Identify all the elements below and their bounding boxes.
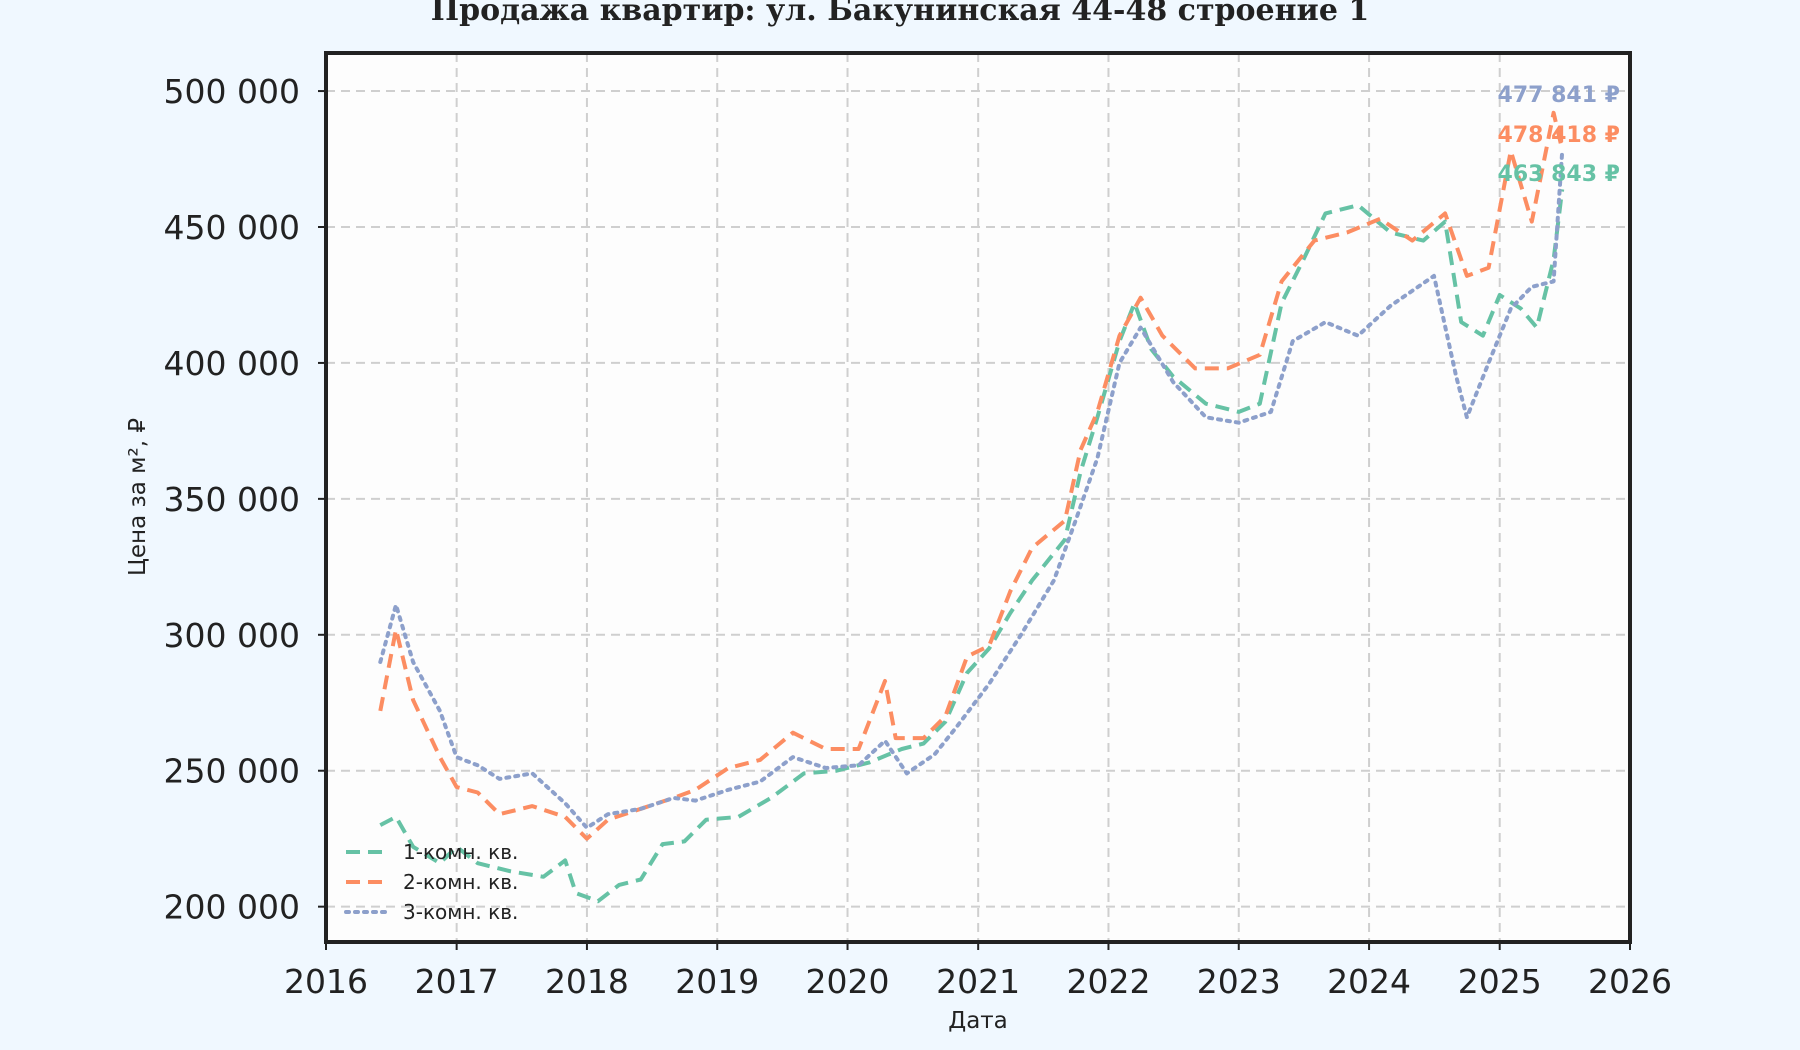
series-end-label-3: 477 841 ₽ bbox=[1498, 83, 1620, 108]
series-line-2 bbox=[378, 110, 1565, 841]
y-tick-label: 200 000 bbox=[164, 888, 300, 927]
y-tick-label: 400 000 bbox=[164, 344, 300, 383]
x-tick-label: 2018 bbox=[545, 962, 629, 1001]
x-tick-label: 2019 bbox=[675, 962, 759, 1001]
y-tick-label: 500 000 bbox=[164, 72, 300, 111]
chart-title: Продажа квартир: ул. Бакунинская 44-48 с… bbox=[431, 0, 1369, 28]
legend-label-1: 1-комн. кв. bbox=[403, 840, 518, 864]
series-end-label-2: 478 418 ₽ bbox=[1498, 123, 1620, 148]
x-tick-label: 2022 bbox=[1066, 962, 1150, 1001]
end-labels: 463 843 ₽ 478 418 ₽ 477 841 ₽ bbox=[1498, 83, 1620, 187]
x-tick-label: 2020 bbox=[806, 962, 890, 1001]
y-tick-label: 350 000 bbox=[164, 480, 300, 519]
series-lines bbox=[378, 110, 1565, 904]
y-tick-label: 300 000 bbox=[164, 616, 300, 655]
legend: 1-комн. кв. 2-комн. кв. 3-комн. кв. bbox=[344, 840, 518, 924]
x-tick-label: 2021 bbox=[936, 962, 1020, 1001]
legend-label-2: 2-комн. кв. bbox=[403, 870, 518, 894]
grid bbox=[325, 53, 1631, 942]
y-axis: 200 000 250 000 300 000 350 000 400 000 450 0… bbox=[164, 72, 326, 927]
x-tick-label: 2023 bbox=[1197, 962, 1281, 1001]
x-tick-label: 2017 bbox=[415, 962, 499, 1001]
x-axis: 2016 2017 2018 2019 2020 2021 2022 2023 2024 2025… bbox=[284, 942, 1672, 1001]
series-line-3 bbox=[378, 149, 1565, 830]
x-tick-label: 2025 bbox=[1458, 962, 1542, 1001]
series-end-label-1: 463 843 ₽ bbox=[1498, 162, 1620, 187]
x-tick-label: 2026 bbox=[1588, 962, 1672, 1001]
x-axis-label: Дата bbox=[948, 1008, 1008, 1034]
y-tick-label: 450 000 bbox=[164, 208, 300, 247]
y-axis-label: Цена за м², ₽ bbox=[125, 418, 151, 576]
y-tick-label: 250 000 bbox=[164, 752, 300, 791]
x-tick-label: 2024 bbox=[1327, 962, 1411, 1001]
legend-label-3: 3-комн. кв. bbox=[403, 900, 518, 924]
x-tick-label: 2016 bbox=[284, 962, 368, 1001]
